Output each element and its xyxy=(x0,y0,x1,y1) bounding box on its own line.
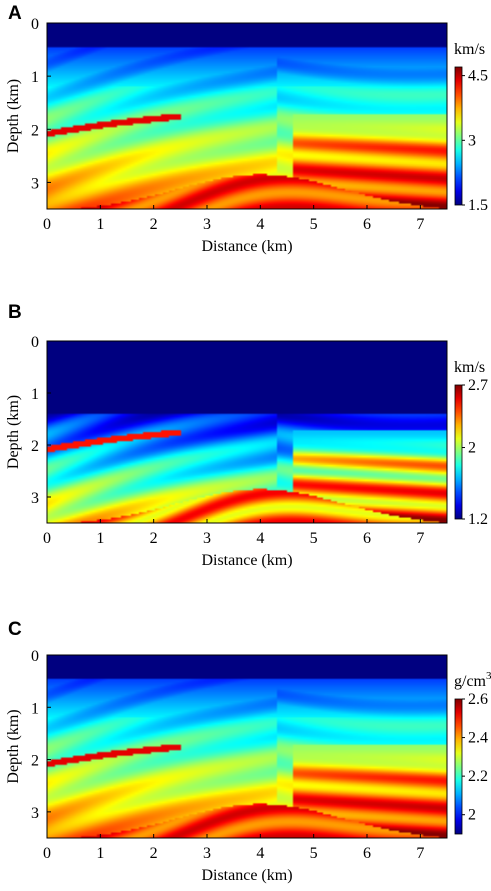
x-tick-label: 7 xyxy=(416,530,424,547)
plot-frame xyxy=(46,654,448,839)
x-tick-label: 3 xyxy=(203,845,211,862)
y-tick-label: 3 xyxy=(31,490,39,507)
colorbar-unit-label: km/s xyxy=(454,41,485,58)
y-tick-label: 2 xyxy=(31,122,39,139)
x-tick-label: 3 xyxy=(203,530,211,547)
x-axis-label: Distance (km) xyxy=(201,867,292,884)
colorbar-tick-label: 2.6 xyxy=(468,691,488,708)
y-tick-label: 2 xyxy=(31,753,39,770)
y-axis-label: Depth (km) xyxy=(5,79,22,153)
plot-frame xyxy=(46,340,448,524)
colorbar xyxy=(454,698,463,835)
y-tick-label: 0 xyxy=(31,334,39,351)
x-tick-label: 1 xyxy=(96,845,104,862)
x-tick-label: 7 xyxy=(416,216,424,233)
heatmap-image xyxy=(47,655,447,838)
colorbar-tick-label: 4.5 xyxy=(468,68,488,85)
colorbar-unit-label: g/cm3 xyxy=(454,670,491,690)
x-tick-label: 2 xyxy=(150,530,158,547)
x-tick-label: 5 xyxy=(310,845,318,862)
colorbar-tick-label: 1.5 xyxy=(468,197,488,214)
panel-letter: C xyxy=(8,619,22,640)
colorbar xyxy=(454,384,463,520)
x-tick-label: 6 xyxy=(363,845,371,862)
x-tick-label: 2 xyxy=(150,216,158,233)
x-tick-label: 4 xyxy=(256,216,264,233)
x-tick-label: 0 xyxy=(43,530,51,547)
x-tick-label: 0 xyxy=(43,845,51,862)
colorbar-tick-label: 2.7 xyxy=(468,377,488,394)
colorbar-tick-label: 2 xyxy=(468,807,476,824)
x-axis-label: Distance (km) xyxy=(201,552,292,569)
colorbar-tick-label: 3 xyxy=(468,132,476,149)
y-tick-label: 3 xyxy=(31,805,39,822)
x-tick-label: 7 xyxy=(416,845,424,862)
colorbar-tick-label: 2.2 xyxy=(468,768,488,785)
x-tick-label: 4 xyxy=(256,845,264,862)
x-tick-label: 2 xyxy=(150,845,158,862)
x-tick-label: 3 xyxy=(203,216,211,233)
panel-letter: A xyxy=(8,3,22,24)
heatmap-image xyxy=(47,341,447,523)
y-tick-label: 1 xyxy=(31,700,39,717)
colorbar-unit-superscript: 3 xyxy=(486,670,491,682)
y-tick-label: 1 xyxy=(31,386,39,403)
colorbar-tick-label: 2.4 xyxy=(468,730,488,747)
colorbar-tick-label: 1.2 xyxy=(468,511,488,528)
x-tick-label: 5 xyxy=(310,216,318,233)
x-tick-label: 1 xyxy=(96,530,104,547)
plot-frame xyxy=(46,22,448,210)
y-tick-label: 1 xyxy=(31,69,39,86)
x-tick-label: 6 xyxy=(363,530,371,547)
colorbar-unit-label: km/s xyxy=(454,359,485,376)
y-axis-label: Depth (km) xyxy=(5,395,22,469)
x-tick-label: 6 xyxy=(363,216,371,233)
y-tick-label: 3 xyxy=(31,175,39,192)
y-tick-label: 0 xyxy=(31,16,39,33)
colorbar-tick-label: 2 xyxy=(468,440,476,457)
panel-letter: B xyxy=(8,302,22,323)
x-tick-label: 5 xyxy=(310,530,318,547)
y-tick-label: 2 xyxy=(31,438,39,455)
x-tick-label: 1 xyxy=(96,216,104,233)
heatmap-image xyxy=(47,23,447,209)
x-axis-label: Distance (km) xyxy=(201,238,292,255)
x-tick-label: 0 xyxy=(43,216,51,233)
y-tick-label: 0 xyxy=(31,648,39,665)
colorbar xyxy=(454,66,463,206)
y-axis-label: Depth (km) xyxy=(5,709,22,783)
x-tick-label: 4 xyxy=(256,530,264,547)
